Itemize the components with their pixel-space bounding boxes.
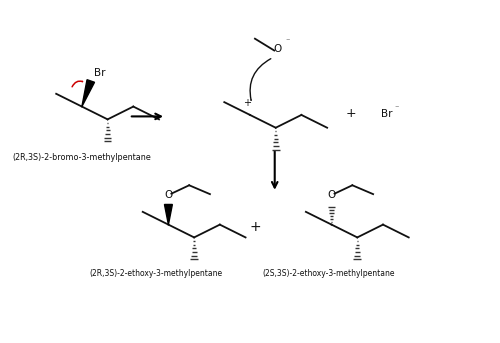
Text: ⁻: ⁻ <box>285 36 290 45</box>
Text: Br: Br <box>381 109 392 119</box>
Text: Br: Br <box>94 68 106 78</box>
FancyArrowPatch shape <box>72 81 83 87</box>
Text: O: O <box>273 44 281 54</box>
Text: (2R,3S)-2-ethoxy-3-methylpentane: (2R,3S)-2-ethoxy-3-methylpentane <box>90 269 222 278</box>
Text: +: + <box>249 220 261 234</box>
Polygon shape <box>164 204 172 225</box>
Text: (2S,3S)-2-ethoxy-3-methylpentane: (2S,3S)-2-ethoxy-3-methylpentane <box>263 269 396 278</box>
Text: (2R,3S)-2-bromo-3-methylpentane: (2R,3S)-2-bromo-3-methylpentane <box>12 153 151 162</box>
Text: +: + <box>346 107 356 120</box>
Text: ⁻: ⁻ <box>394 104 399 113</box>
Text: +: + <box>243 98 251 108</box>
Text: O: O <box>164 190 172 200</box>
Text: O: O <box>328 190 336 200</box>
FancyArrowPatch shape <box>250 59 271 100</box>
Polygon shape <box>82 80 94 107</box>
